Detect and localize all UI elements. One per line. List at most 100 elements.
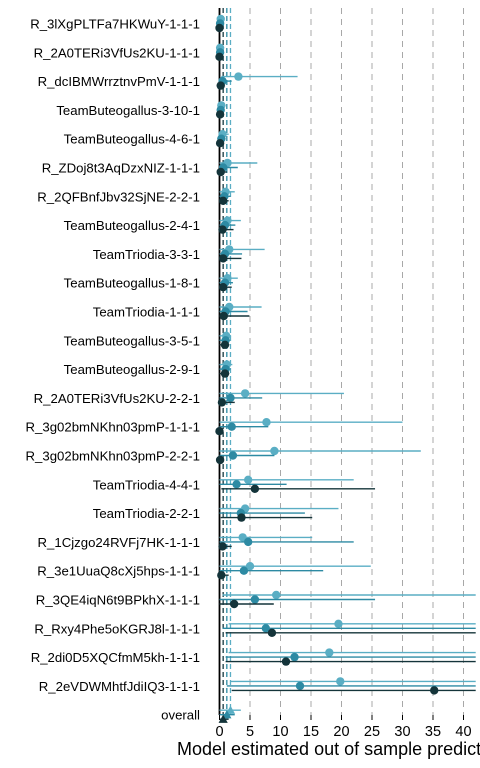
- point-mid: [226, 393, 235, 403]
- point-mid: [227, 422, 236, 431]
- row-label: TeamButeogallus-2-4-1: [64, 218, 200, 233]
- point-light: [243, 475, 253, 484]
- row-label: R_2QFBnfJbv32SjNE-2-2-1: [37, 189, 200, 204]
- row-label: TeamTriodia-2-2-1: [93, 506, 200, 521]
- point-dark: [217, 571, 226, 580]
- x-tick-label: 35: [425, 724, 441, 740]
- row-label: TeamTriodia-1-1-1: [93, 305, 200, 320]
- row-label: R_ZDoj8t3AqDzxNIZ-1-1-1: [42, 161, 200, 176]
- row-label: R_3g02bmNKhn03pmP-2-2-1: [26, 449, 200, 464]
- point-light: [334, 619, 343, 628]
- row-label: TeamTriodia-3-3-1: [93, 247, 200, 262]
- point-dark: [216, 167, 225, 177]
- point-dark: [430, 686, 439, 695]
- point-mid: [243, 537, 253, 547]
- row-label: TeamButeogallus-1-8-1: [64, 276, 200, 291]
- row-4: TeamButeogallus-4-6-1: [64, 130, 229, 148]
- point-light: [325, 648, 334, 657]
- x-tick-label: 40: [455, 724, 471, 740]
- row-label: R_1Cjzgo24RVFj7HK-1-1-1: [38, 535, 200, 550]
- row-label: R_3e1UuaQ8cXj5hps-1-1-1: [37, 564, 200, 579]
- row-2: R_dcIBMWrrztnvPmV-1-1-1: [38, 72, 298, 90]
- point-dark: [229, 599, 239, 609]
- point-mid: [228, 451, 238, 460]
- row-label: R_Rxy4Phe5oKGRJ8l-1-1-1: [34, 621, 200, 636]
- point-light: [270, 446, 279, 456]
- point-dark: [216, 81, 225, 90]
- point-dark: [237, 513, 246, 522]
- row-label: TeamButeogallus-4-6-1: [64, 132, 200, 147]
- point-dark: [250, 484, 260, 493]
- row-6: R_2QFBnfJbv32SjNE-2-2-1: [37, 187, 235, 205]
- gridlines: [249, 8, 464, 715]
- point-mid: [250, 595, 260, 604]
- point-dark: [218, 283, 228, 292]
- point-light: [272, 590, 281, 600]
- row-0: R_3lXgPLTFa7HKWuY-1-1-1: [30, 14, 225, 33]
- row-17: TeamTriodia-2-2-1: [93, 504, 339, 522]
- row-label: R_2A0TERi3VfUs2KU-1-1-1: [34, 45, 200, 60]
- point-dark: [220, 369, 230, 378]
- axes: 0 5 10 15 20 25 30 35 40: [215, 715, 472, 740]
- row-label: R_3g02bmNKhn03pmP-1-1-1: [26, 420, 200, 435]
- point-dark: [267, 628, 277, 637]
- row-8: TeamTriodia-3-3-1: [93, 245, 265, 263]
- row-10: TeamTriodia-1-1-1: [93, 302, 262, 321]
- row-16: TeamTriodia-4-4-1: [93, 475, 376, 493]
- row-11: TeamButeogallus-3-5-1: [64, 331, 232, 349]
- point-dark: [215, 139, 225, 148]
- point-light: [262, 418, 271, 427]
- x-tick-label: 5: [246, 724, 254, 740]
- row-label: TeamButeogallus-3-5-1: [64, 333, 200, 348]
- point-light: [336, 677, 345, 686]
- data-marks: R_3lXgPLTFa7HKWuY-1-1-1 R_2A0TERi3VfUs2KU…: [26, 14, 476, 723]
- point-light: [245, 562, 255, 571]
- row-label: overall: [161, 708, 200, 723]
- x-tick-label: 30: [394, 724, 410, 740]
- row-label: R_2A0TERi3VfUs2KU-2-2-1: [34, 391, 200, 406]
- x-tick-label: 10: [272, 724, 288, 740]
- point-dark: [218, 254, 228, 263]
- point-dark: [281, 657, 291, 666]
- x-tick-label: 20: [333, 724, 349, 740]
- row-label: R_2di0D5XQCfmM5kh-1-1-1: [31, 650, 200, 665]
- row-3: TeamButeogallus-3-10-1: [56, 101, 226, 119]
- row-label: R_dcIBMWrrztnvPmV-1-1-1: [38, 74, 200, 89]
- row-21: R_Rxy4Phe5oKGRJ8l-1-1-1: [34, 619, 476, 637]
- point-mid: [261, 624, 271, 633]
- x-tick-label: 25: [364, 724, 380, 740]
- point-dark: [218, 196, 228, 205]
- row-label: TeamButeogallus-2-9-1: [64, 362, 200, 377]
- point-dark: [215, 110, 225, 119]
- point-light: [225, 705, 236, 714]
- point-light: [234, 72, 243, 81]
- row-label: TeamTriodia-4-4-1: [93, 477, 200, 492]
- point-mid: [295, 681, 305, 691]
- row-9: TeamButeogallus-1-8-1: [64, 274, 238, 292]
- row-20: R_3QE4iqN6t9BPkhX-1-1-1: [36, 590, 476, 609]
- row-label: R_3QE4iqN6t9BPkhX-1-1-1: [36, 593, 200, 608]
- point-light: [240, 389, 250, 398]
- point-mid: [290, 652, 299, 662]
- row-12: TeamButeogallus-2-9-1: [64, 360, 233, 378]
- row-15: R_3g02bmNKhn03pmP-2-2-1: [26, 446, 421, 465]
- point-dark: [217, 398, 227, 407]
- row-label: R_3lXgPLTFa7HKWuY-1-1-1: [30, 17, 200, 32]
- x-axis-label: Model estimated out of sample prediction: [177, 739, 480, 759]
- point-mid: [239, 566, 249, 575]
- row-5: R_ZDoj8t3AqDzxNIZ-1-1-1: [42, 158, 258, 177]
- point-dark: [220, 340, 230, 349]
- point-dark: [218, 542, 227, 551]
- row-23: R_2eVDWMhtfJdiIQ3-1-1-1: [39, 677, 476, 695]
- row-18: R_1Cjzgo24RVFj7HK-1-1-1: [38, 533, 354, 551]
- row-24: overall: [161, 705, 241, 723]
- point-dark: [218, 714, 228, 723]
- row-label: TeamButeogallus-3-10-1: [56, 103, 200, 118]
- point-dark: [215, 23, 224, 33]
- row-14: R_3g02bmNKhn03pmP-1-1-1: [26, 418, 403, 436]
- point-mid: [232, 480, 241, 489]
- point-dark: [218, 225, 227, 234]
- row-1: R_2A0TERi3VfUs2KU-1-1-1: [34, 43, 225, 61]
